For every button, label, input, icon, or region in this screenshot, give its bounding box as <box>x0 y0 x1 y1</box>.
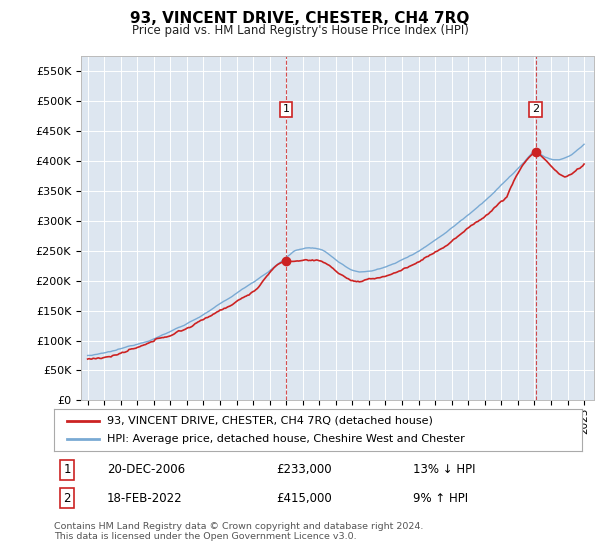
Text: Contains HM Land Registry data © Crown copyright and database right 2024.
This d: Contains HM Land Registry data © Crown c… <box>54 522 424 542</box>
Text: 13% ↓ HPI: 13% ↓ HPI <box>413 464 476 477</box>
Text: 9% ↑ HPI: 9% ↑ HPI <box>413 492 468 505</box>
Text: £415,000: £415,000 <box>276 492 332 505</box>
Text: 1: 1 <box>64 464 71 477</box>
Text: 18-FEB-2022: 18-FEB-2022 <box>107 492 182 505</box>
Text: 1: 1 <box>283 104 290 114</box>
Text: 20-DEC-2006: 20-DEC-2006 <box>107 464 185 477</box>
Text: 2: 2 <box>64 492 71 505</box>
Text: 93, VINCENT DRIVE, CHESTER, CH4 7RQ (detached house): 93, VINCENT DRIVE, CHESTER, CH4 7RQ (det… <box>107 416 433 426</box>
Text: 93, VINCENT DRIVE, CHESTER, CH4 7RQ: 93, VINCENT DRIVE, CHESTER, CH4 7RQ <box>130 11 470 26</box>
Text: 2: 2 <box>532 104 539 114</box>
Text: £233,000: £233,000 <box>276 464 331 477</box>
Text: HPI: Average price, detached house, Cheshire West and Chester: HPI: Average price, detached house, Ches… <box>107 434 464 444</box>
Text: Price paid vs. HM Land Registry's House Price Index (HPI): Price paid vs. HM Land Registry's House … <box>131 24 469 36</box>
